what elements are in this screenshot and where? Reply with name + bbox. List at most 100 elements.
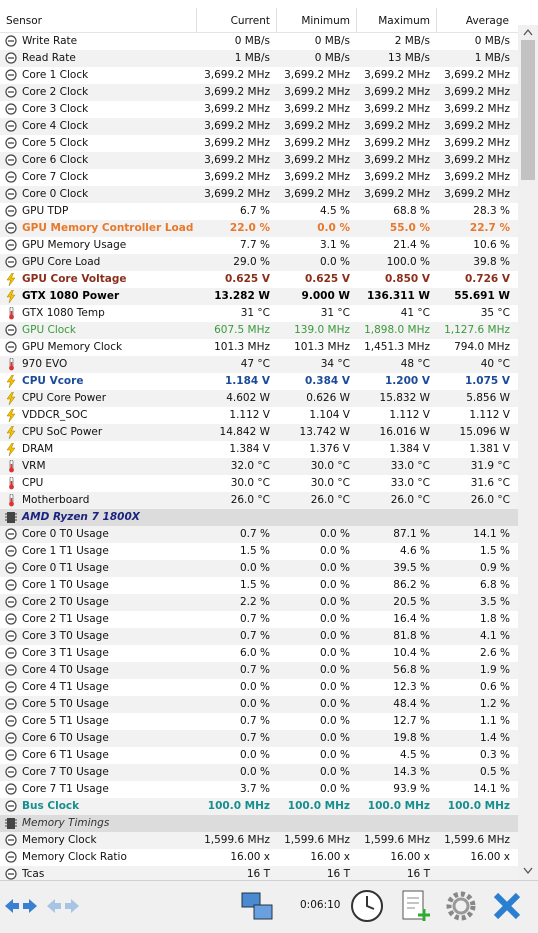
sensor-value: 136.311 W bbox=[366, 290, 430, 302]
group-row[interactable]: Memory Timings bbox=[0, 815, 518, 832]
group-row[interactable]: AMD Ryzen 7 1800X bbox=[0, 509, 518, 526]
sensor-label: Core 5 Clock bbox=[22, 137, 89, 149]
column-header[interactable]: Sensor bbox=[6, 15, 42, 27]
sensor-row[interactable]: Read Rate 1 MB/s 0 MB/s 13 MB/s 1 MB/s bbox=[0, 50, 518, 67]
sensor-value: 3,699.2 MHz bbox=[364, 86, 430, 98]
sensor-row[interactable]: CPU Vcore 1.184 V 0.384 V 1.200 V 1.075 V bbox=[0, 373, 518, 390]
column-header[interactable]: Average bbox=[465, 15, 509, 27]
sensor-value: 16.00 x bbox=[470, 851, 510, 863]
sensor-row[interactable]: VRM 32.0 °C 30.0 °C 33.0 °C 31.9 °C bbox=[0, 458, 518, 475]
sensor-value: 100.0 MHz bbox=[447, 800, 510, 812]
sensor-row[interactable]: Core 1 T1 Usage 1.5 % 0.0 % 4.6 % 1.5 % bbox=[0, 543, 518, 560]
sensor-row[interactable]: Tcas 16 T 16 T 16 T bbox=[0, 866, 518, 880]
close-button[interactable] bbox=[488, 887, 526, 925]
sensor-row[interactable]: Bus Clock 100.0 MHz 100.0 MHz 100.0 MHz 100.… bbox=[0, 798, 518, 815]
sensor-row[interactable]: Core 0 T1 Usage 0.0 % 0.0 % 39.5 % 0.9 % bbox=[0, 560, 518, 577]
sensor-label: DRAM bbox=[22, 443, 54, 455]
sensor-value: 3,699.2 MHz bbox=[284, 154, 350, 166]
sensor-row[interactable]: CPU SoC Power 14.842 W 13.742 W 16.016 W 15.… bbox=[0, 424, 518, 441]
scrollbar[interactable] bbox=[518, 25, 538, 880]
sensor-icon bbox=[5, 52, 17, 64]
sensor-icon bbox=[6, 273, 16, 286]
sensor-row[interactable]: Core 0 T0 Usage 0.7 % 0.0 % 87.1 % 14.1 % bbox=[0, 526, 518, 543]
sensor-value: 2 MB/s bbox=[394, 35, 430, 47]
sensor-icon bbox=[5, 596, 17, 608]
sensor-value: 26.0 °C bbox=[390, 494, 430, 506]
sensor-value: 48.4 % bbox=[393, 698, 430, 710]
sensor-row[interactable]: Memory Clock 1,599.6 MHz 1,599.6 MHz 1,599.… bbox=[0, 832, 518, 849]
sensor-value: 0.0 % bbox=[319, 664, 350, 676]
sensor-row[interactable]: Write Rate 0 MB/s 0 MB/s 2 MB/s 0 MB/s bbox=[0, 33, 518, 50]
sensor-row[interactable]: Core 2 Clock 3,699.2 MHz 3,699.2 MHz 3,699.… bbox=[0, 84, 518, 101]
sensor-row[interactable]: GTX 1080 Temp 31 °C 31 °C 41 °C 35 °C bbox=[0, 305, 518, 322]
sensor-row[interactable]: Core 5 Clock 3,699.2 MHz 3,699.2 MHz 3,699.… bbox=[0, 135, 518, 152]
sensor-row[interactable]: 970 EVO 47 °C 34 °C 48 °C 40 °C bbox=[0, 356, 518, 373]
sensor-icon bbox=[5, 512, 17, 523]
sensor-row[interactable]: Core 5 T0 Usage 0.0 % 0.0 % 48.4 % 1.2 % bbox=[0, 696, 518, 713]
sensor-row[interactable]: Core 3 T1 Usage 6.0 % 0.0 % 10.4 % 2.6 % bbox=[0, 645, 518, 662]
sensor-value: 0.0 % bbox=[319, 579, 350, 591]
nav-button[interactable] bbox=[44, 887, 82, 925]
sensor-row[interactable]: Core 7 Clock 3,699.2 MHz 3,699.2 MHz 3,699.… bbox=[0, 169, 518, 186]
sensor-row[interactable]: Core 6 Clock 3,699.2 MHz 3,699.2 MHz 3,699.… bbox=[0, 152, 518, 169]
sensor-row[interactable]: Motherboard 26.0 °C 26.0 °C 26.0 °C 26.0 °C bbox=[0, 492, 518, 509]
sensor-row[interactable]: Core 6 T1 Usage 0.0 % 0.0 % 4.5 % 0.3 % bbox=[0, 747, 518, 764]
sensor-value: 3,699.2 MHz bbox=[284, 86, 350, 98]
network-button[interactable] bbox=[238, 887, 276, 925]
sensor-row[interactable]: GPU Core Voltage 0.625 V 0.625 V 0.850 V 0.7… bbox=[0, 271, 518, 288]
sensor-value: 3,699.2 MHz bbox=[204, 171, 270, 183]
sensor-row[interactable]: CPU 30.0 °C 30.0 °C 33.0 °C 31.6 °C bbox=[0, 475, 518, 492]
sensor-value: 0 MB/s bbox=[234, 35, 270, 47]
sensor-label: CPU Core Power bbox=[22, 392, 107, 404]
report-button[interactable] bbox=[396, 887, 434, 925]
sensor-row[interactable]: Core 1 Clock 3,699.2 MHz 3,699.2 MHz 3,699.… bbox=[0, 67, 518, 84]
sensor-value: 0.3 % bbox=[479, 749, 510, 761]
sensor-row[interactable]: GPU Memory Clock 101.3 MHz 101.3 MHz 1,451.… bbox=[0, 339, 518, 356]
sensor-row[interactable]: GPU TDP 6.7 % 4.5 % 68.8 % 28.3 % bbox=[0, 203, 518, 220]
sensor-icon bbox=[5, 868, 17, 880]
sensor-value: 0.0 % bbox=[317, 222, 350, 234]
sensor-value: 100.0 MHz bbox=[287, 800, 350, 812]
sensor-row[interactable]: Memory Clock Ratio 16.00 x 16.00 x 16.00 x 1… bbox=[0, 849, 518, 866]
sensor-label: Bus Clock bbox=[22, 800, 80, 812]
sensor-row[interactable]: Core 4 T1 Usage 0.0 % 0.0 % 12.3 % 0.6 % bbox=[0, 679, 518, 696]
sensor-row[interactable]: Core 4 T0 Usage 0.7 % 0.0 % 56.8 % 1.9 % bbox=[0, 662, 518, 679]
sensor-row[interactable]: Core 0 Clock 3,699.2 MHz 3,699.2 MHz 3,699.… bbox=[0, 186, 518, 203]
column-header[interactable]: Minimum bbox=[301, 15, 350, 27]
sensor-row[interactable]: Core 7 T1 Usage 3.7 % 0.0 % 93.9 % 14.1 % bbox=[0, 781, 518, 798]
sensor-row[interactable]: GPU Clock 607.5 MHz 139.0 MHz 1,898.0 MHz 1,… bbox=[0, 322, 518, 339]
sensor-row[interactable]: Core 2 T0 Usage 2.2 % 0.0 % 20.5 % 3.5 % bbox=[0, 594, 518, 611]
sensor-row[interactable]: Core 3 T0 Usage 0.7 % 0.0 % 81.8 % 4.1 % bbox=[0, 628, 518, 645]
sensor-icon bbox=[5, 171, 17, 183]
sensor-row[interactable]: GPU Memory Usage 7.7 % 3.1 % 21.4 % 10.6 % bbox=[0, 237, 518, 254]
sensor-value: 3,699.2 MHz bbox=[364, 154, 430, 166]
sensor-row[interactable]: GPU Memory Controller Load 22.0 % 0.0 % 55.… bbox=[0, 220, 518, 237]
sensor-row[interactable]: GPU Core Load 29.0 % 0.0 % 100.0 % 39.8 % bbox=[0, 254, 518, 271]
sensor-row[interactable]: DRAM 1.384 V 1.376 V 1.384 V 1.381 V bbox=[0, 441, 518, 458]
nav-button[interactable] bbox=[2, 887, 40, 925]
sensor-row[interactable]: Core 4 Clock 3,699.2 MHz 3,699.2 MHz 3,699.… bbox=[0, 118, 518, 135]
sensor-value: 10.4 % bbox=[393, 647, 430, 659]
column-header[interactable]: Current bbox=[230, 15, 270, 27]
sensor-value: 31.6 °C bbox=[470, 477, 510, 489]
sensor-row[interactable]: GTX 1080 Power 13.282 W 9.000 W 136.311 W 55… bbox=[0, 288, 518, 305]
sensor-value: 0.850 V bbox=[385, 273, 430, 285]
sensor-row[interactable]: Core 6 T0 Usage 0.7 % 0.0 % 19.8 % 1.4 % bbox=[0, 730, 518, 747]
settings-button[interactable] bbox=[442, 887, 480, 925]
sensor-row[interactable]: Core 7 T0 Usage 0.0 % 0.0 % 14.3 % 0.5 % bbox=[0, 764, 518, 781]
sensor-icon bbox=[5, 562, 17, 574]
sensor-row[interactable]: Core 5 T1 Usage 0.7 % 0.0 % 12.7 % 1.1 % bbox=[0, 713, 518, 730]
sensor-row[interactable]: VDDCR_SOC 1.112 V 1.104 V 1.112 V 1.112 V bbox=[0, 407, 518, 424]
sensor-row[interactable]: Core 1 T0 Usage 1.5 % 0.0 % 86.2 % 6.8 % bbox=[0, 577, 518, 594]
sensor-value: 3,699.2 MHz bbox=[444, 154, 510, 166]
sensor-label: VRM bbox=[22, 460, 46, 472]
sensor-row[interactable]: CPU Core Power 4.602 W 0.626 W 15.832 W 5.85… bbox=[0, 390, 518, 407]
sensor-row[interactable]: Core 2 T1 Usage 0.7 % 0.0 % 16.4 % 1.8 % bbox=[0, 611, 518, 628]
sensor-value: 0.0 % bbox=[239, 766, 270, 778]
sensor-icon bbox=[5, 324, 17, 336]
column-header[interactable]: Maximum bbox=[378, 15, 430, 27]
sensor-row[interactable]: Core 3 Clock 3,699.2 MHz 3,699.2 MHz 3,699.… bbox=[0, 101, 518, 118]
sensor-label: GPU Core Voltage bbox=[22, 273, 127, 285]
clock-button[interactable] bbox=[348, 887, 386, 925]
sensor-value: 26.0 °C bbox=[230, 494, 270, 506]
